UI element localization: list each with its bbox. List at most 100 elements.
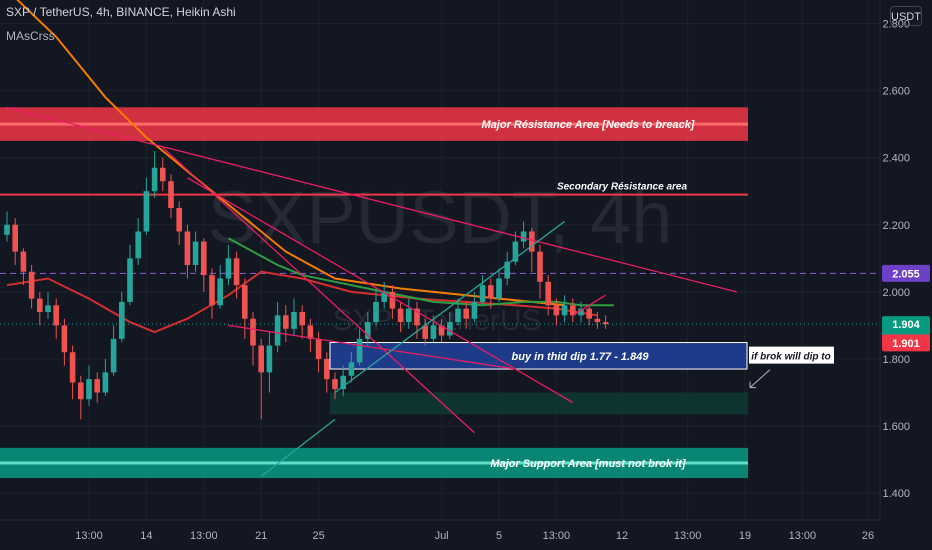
candle-body <box>438 325 445 336</box>
trendline-pink <box>187 177 574 404</box>
annotation-box <box>749 346 834 364</box>
trendline-pink <box>162 147 475 434</box>
price-tick-label: 2.400 <box>882 153 910 165</box>
candle-body <box>201 241 207 276</box>
candle-body <box>430 325 437 339</box>
time-tick-label: 19 <box>739 530 751 542</box>
candle-body <box>69 352 76 383</box>
candle-body <box>479 285 486 302</box>
candle-body <box>258 345 264 373</box>
candle-body <box>225 258 232 279</box>
annotations: if brok will dip to <box>749 346 834 389</box>
candle-body <box>20 251 27 272</box>
time-tick-label: 13:00 <box>674 530 702 542</box>
candle-body <box>389 291 396 309</box>
ma-line-green <box>227 237 614 307</box>
candle-body <box>119 301 125 339</box>
candles <box>4 150 609 420</box>
candle-body <box>578 308 584 316</box>
candle-body <box>94 379 100 393</box>
price-tick-label: 2.000 <box>882 287 910 299</box>
candle-body <box>365 322 371 339</box>
zone-label-buy: buy in thid dip 1.77 - 1.849 <box>512 351 650 363</box>
time-tick-label: 26 <box>862 530 874 542</box>
candle-body <box>110 338 117 373</box>
candle-body <box>455 308 461 323</box>
trendline-pink <box>6 106 737 293</box>
candle-body <box>266 345 273 373</box>
trendline-teal <box>260 418 336 477</box>
time-tick-label: 13:00 <box>75 530 103 542</box>
time-axis-bg <box>0 520 932 550</box>
candle-body <box>348 362 355 376</box>
price-tick-label: 2.200 <box>882 220 910 232</box>
candle-body <box>537 251 543 282</box>
candle-body <box>102 372 109 393</box>
candle-body <box>340 375 346 390</box>
symbol-header[interactable]: SXP / TetherUS, 4h, BINANCE, Heikin Ashi <box>6 5 236 19</box>
currency-button[interactable]: USDT <box>890 6 922 26</box>
candle-body <box>414 308 420 326</box>
price-tick-label: 1.800 <box>882 354 910 366</box>
candle-body <box>324 358 330 380</box>
zone-outline <box>329 342 748 370</box>
candle-body <box>217 278 223 306</box>
annotation-text: if brok will dip to <box>751 352 830 363</box>
candle-body <box>135 231 141 259</box>
candle-body <box>545 281 551 306</box>
candle-body <box>242 285 248 319</box>
candle-body <box>299 312 305 326</box>
candle-body <box>512 241 519 262</box>
candle-body <box>4 224 10 235</box>
zone-label-resistance: Major Résistance Area [Needs to breack] <box>482 119 695 131</box>
candle-body <box>291 312 297 329</box>
candle-body <box>586 308 592 319</box>
ma-line-orange <box>16 0 565 307</box>
candle-body <box>283 315 289 329</box>
candle-body <box>307 325 314 339</box>
candle-body <box>160 167 166 182</box>
candle-body <box>447 322 453 336</box>
candle-body <box>553 305 560 316</box>
time-tick-label: Jul <box>435 530 449 542</box>
candle-body <box>86 379 92 400</box>
candle-body <box>184 231 191 266</box>
time-tick-label: 14 <box>140 530 152 542</box>
price-tick-label: 1.400 <box>882 488 910 500</box>
candle-body <box>488 285 494 299</box>
price-label: 2.055 <box>892 268 920 280</box>
grid <box>0 0 880 520</box>
candle-body <box>496 278 502 299</box>
indicator-label[interactable]: MAsCrss <box>6 29 55 43</box>
candle-body <box>602 322 609 325</box>
candle-body <box>12 224 18 252</box>
time-tick-label: 13:00 <box>190 530 218 542</box>
price-label: 1.904 <box>892 319 920 331</box>
candle-body <box>151 167 158 192</box>
candle-body <box>561 305 568 316</box>
time-tick-label: 12 <box>616 530 628 542</box>
moving-averages <box>6 0 614 334</box>
candle-body <box>463 308 469 319</box>
candle-body <box>315 338 322 359</box>
candle-body <box>373 301 379 323</box>
candle-body <box>520 231 527 242</box>
zone-label-support: Major Support Area [must not brok it] <box>490 458 685 470</box>
zones: Major Résistance Area [Needs to breack] M… <box>0 107 748 479</box>
candle-body <box>78 382 84 400</box>
candle-body <box>192 241 199 266</box>
time-tick-label: 25 <box>312 530 324 542</box>
time-tick-label: 5 <box>496 530 502 542</box>
candle-body <box>61 325 68 353</box>
annotation-arrow <box>749 369 771 389</box>
candle-body <box>397 308 404 323</box>
candle-body <box>422 325 428 339</box>
time-axis[interactable]: 13:00 14 13:00 21 25 Jul 5 13:00 12 13:00 19 13:00 2… <box>0 519 932 550</box>
price-tick-label: 2.600 <box>882 86 910 98</box>
time-tick-label: 13:00 <box>789 530 817 542</box>
price-tick-label: 1.600 <box>882 421 910 433</box>
candle-body <box>233 258 240 286</box>
candle-body <box>53 305 59 326</box>
candle-body <box>570 305 576 316</box>
